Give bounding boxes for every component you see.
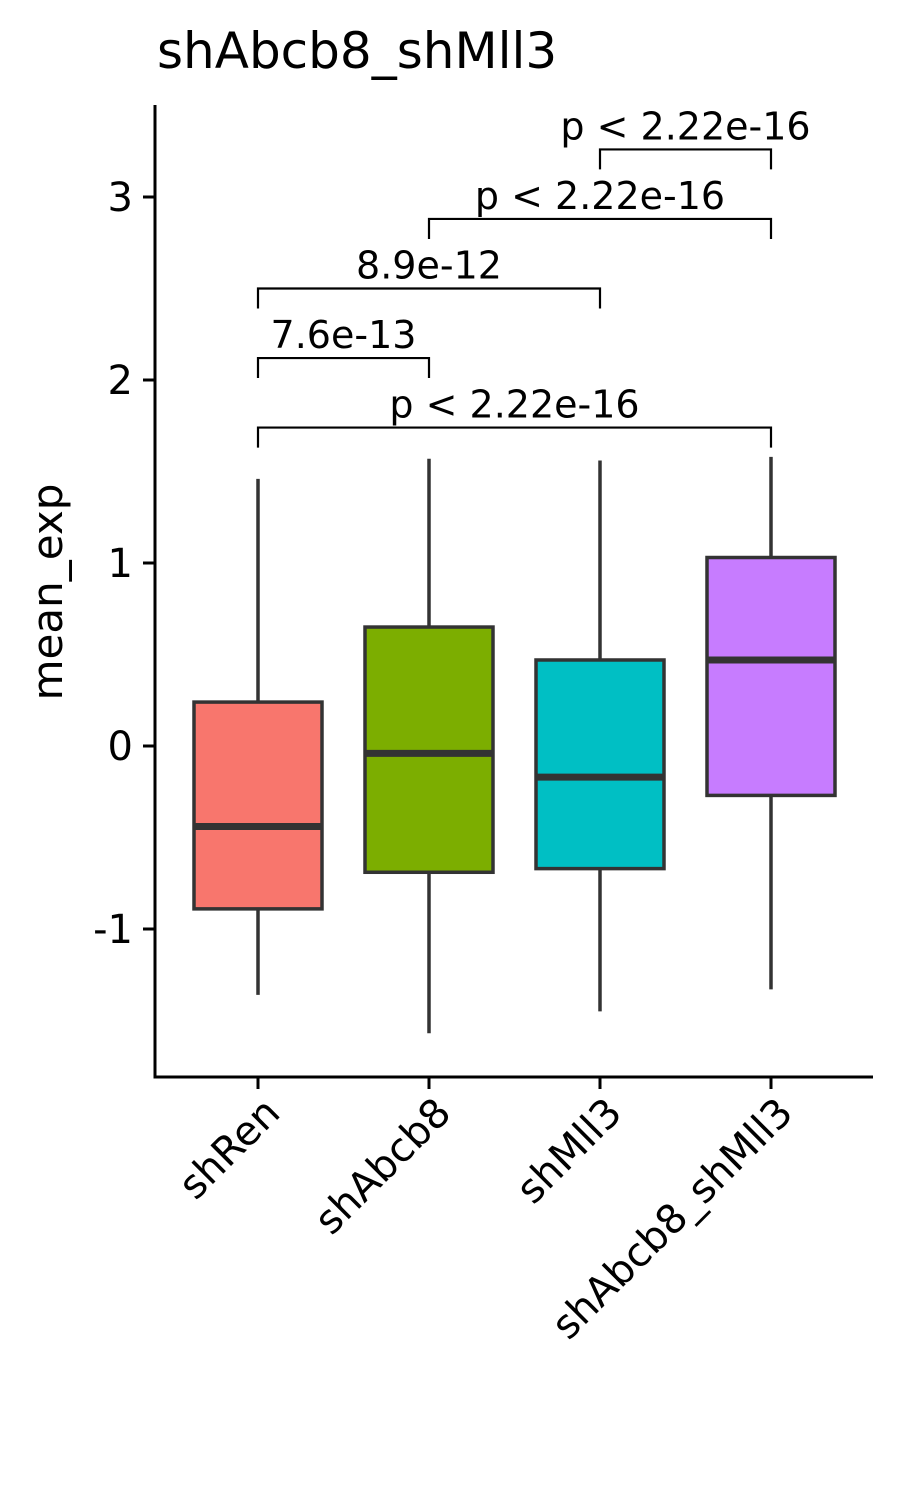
bracket-line [427, 217, 773, 239]
y-axis-label: mean_exp [23, 484, 72, 701]
y-tick-label: 1 [108, 541, 133, 587]
comparison-bracket: 7.6e-13 [256, 313, 431, 379]
comparison-brackets: p < 2.22e-16 7.6e-13 8.9e-12 p < 2.22e-16 p … [256, 104, 811, 448]
comparison-bracket: p < 2.22e-16 [427, 174, 773, 239]
y-tick-label: 2 [108, 358, 133, 404]
p-value-label: p < 2.22e-16 [389, 383, 639, 427]
box-shRen [192, 478, 324, 995]
box-body [363, 625, 495, 875]
bracket-line [256, 426, 773, 448]
p-value-label: p < 2.22e-16 [560, 104, 810, 148]
bracket-line [598, 148, 773, 170]
axes [153, 105, 873, 1079]
bracket-line [256, 356, 431, 379]
bracket-line [256, 287, 602, 309]
p-value-label: 8.9e-12 [356, 244, 502, 288]
box-body [705, 555, 837, 798]
chart-title: shAbcb8_shMll3 [157, 22, 557, 80]
x-tick-label: shAbcb8 [306, 1090, 460, 1244]
y-tick-label: 3 [108, 175, 133, 221]
y-tick-label: 0 [108, 724, 133, 770]
box-shAbcb8 [363, 458, 495, 1034]
p-value-label: p < 2.22e-16 [475, 174, 725, 218]
comparison-bracket: p < 2.22e-16 [256, 383, 773, 448]
y-tick-labels: -1 0 1 2 3 [93, 175, 155, 953]
x-tick-label: shMll3 [508, 1090, 631, 1213]
box-body [192, 700, 324, 911]
boxes [192, 456, 837, 1034]
comparison-bracket: 8.9e-12 [256, 244, 602, 309]
box-shMll3 [534, 460, 666, 1012]
x-tick-label: shRen [170, 1090, 289, 1209]
y-tick-label: -1 [93, 907, 133, 953]
box-body [534, 658, 666, 871]
comparison-bracket: p < 2.22e-16 [560, 104, 811, 170]
box-shAbcb8_shMll3 [705, 456, 837, 990]
p-value-label: 7.6e-13 [271, 313, 417, 357]
